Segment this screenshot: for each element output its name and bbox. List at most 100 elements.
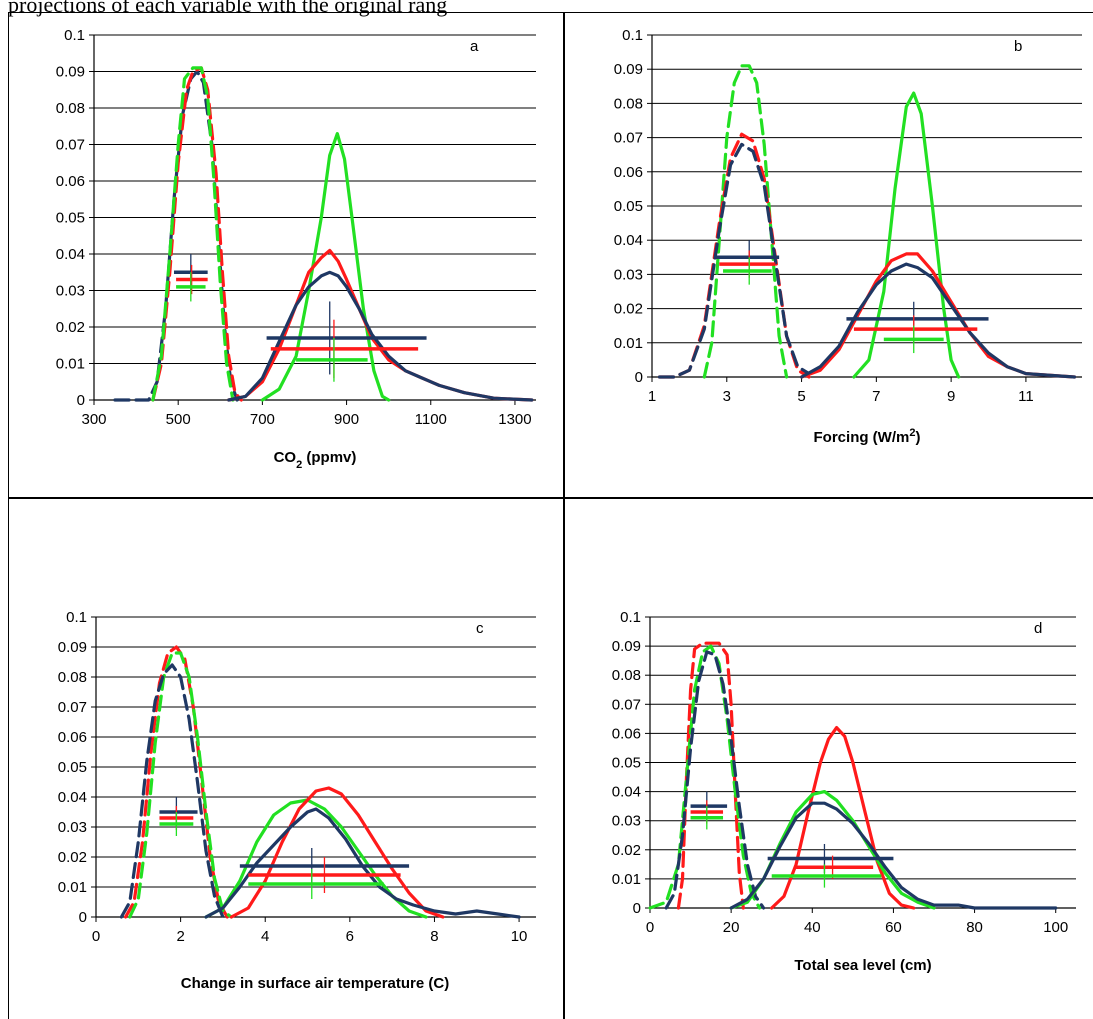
y-tick-label: 0.08 — [56, 100, 85, 117]
x-tick-label: 60 — [885, 919, 902, 936]
series-blue-solid-line — [729, 801, 1058, 910]
x-tick-label: 20 — [723, 919, 740, 936]
y-tick-label: 0.05 — [58, 759, 87, 776]
x-tick-label: 5 — [797, 388, 805, 405]
series-green-solid-line — [852, 91, 961, 379]
vertical-divider — [563, 12, 565, 1019]
horizontal-divider — [8, 497, 1093, 499]
series-blue-dashed-line — [119, 663, 225, 919]
x-tick-label: 1 — [648, 388, 656, 405]
chart-panel-b: 0 0.01 0.02 0.03 0.04 0.05 0.06 0.07 0.08 0.09 0.1… — [614, 27, 1082, 446]
x-tick-label: 900 — [334, 411, 359, 428]
y-tick-label: 0.04 — [612, 784, 641, 801]
series-red-solid-line — [770, 726, 916, 910]
y-tick-label: 0.09 — [612, 638, 641, 655]
y-tick-label: 0.03 — [614, 266, 643, 283]
series-red-solid-line — [229, 786, 445, 919]
y-tick-label: 0.03 — [612, 813, 641, 830]
y-tick-label: 0.1 — [64, 27, 85, 44]
y-tick-label: 0 — [77, 392, 85, 409]
y-tick-label: 0.02 — [58, 849, 87, 866]
chart-panel-a: 0 0.01 0.02 0.03 0.04 0.05 0.06 0.07 0.08 0.09 0.1… — [56, 27, 536, 471]
y-tick-label: 0.03 — [56, 283, 85, 300]
x-tick-label: 300 — [81, 411, 106, 428]
y-tick-label: 0.06 — [612, 725, 641, 742]
panel-label: a — [470, 38, 479, 55]
y-tick-label: 0.04 — [58, 789, 87, 806]
series-blue-dashed-line — [657, 142, 811, 379]
series-blue-solid-line — [800, 262, 1077, 379]
series-green-solid-line — [260, 131, 391, 402]
y-tick-label: 0.01 — [58, 879, 87, 896]
y-tick-label: 0.03 — [58, 819, 87, 836]
y-tick-label: 0.06 — [58, 729, 87, 746]
series-red-solid-line — [227, 248, 534, 402]
y-tick-label: 0.08 — [58, 669, 87, 686]
series-green-solid-line — [204, 798, 428, 919]
chart-panel-c: 0 0.01 0.02 0.03 0.04 0.05 0.06 0.07 0.08 0.09 0.1… — [58, 609, 536, 992]
y-tick-label: 0 — [635, 369, 643, 386]
y-tick-label: 0.06 — [56, 173, 85, 190]
x-tick-label: 1300 — [498, 411, 531, 428]
x-tick-label: 500 — [166, 411, 191, 428]
y-tick-label: 0.02 — [614, 301, 643, 318]
series-blue-solid-line — [204, 807, 521, 919]
x-tick-label: 4 — [261, 928, 269, 945]
y-tick-label: 0.07 — [612, 696, 641, 713]
x-tick-label: 8 — [430, 928, 438, 945]
series-blue-dashed-line — [664, 650, 766, 910]
y-tick-label: 0.05 — [56, 210, 85, 227]
x-tick-label: 10 — [511, 928, 528, 945]
y-tick-label: 0.04 — [56, 246, 85, 263]
x-tick-label: 700 — [250, 411, 275, 428]
y-tick-label: 0.1 — [622, 27, 643, 44]
series-green-dashed-line — [648, 644, 762, 910]
y-tick-label: 0 — [633, 900, 641, 917]
y-tick-label: 0.09 — [56, 64, 85, 81]
y-tick-label: 0.05 — [612, 755, 641, 772]
y-tick-label: 0 — [79, 909, 87, 926]
y-tick-label: 0.02 — [612, 842, 641, 859]
x-tick-label: 0 — [646, 919, 654, 936]
y-tick-label: 0.07 — [56, 137, 85, 154]
y-tick-label: 0.08 — [614, 95, 643, 112]
x-axis-label: Forcing (W/m2) — [814, 427, 921, 446]
y-tick-label: 0.08 — [612, 667, 641, 684]
y-tick-label: 0.01 — [612, 871, 641, 888]
series-green-dashed-line — [151, 66, 235, 402]
series-blue-solid-line — [227, 270, 534, 402]
x-tick-label: 3 — [723, 388, 731, 405]
x-tick-label: 7 — [872, 388, 880, 405]
x-tick-label: 0 — [92, 928, 100, 945]
panel-label: c — [476, 620, 484, 637]
x-tick-label: 6 — [346, 928, 354, 945]
y-tick-label: 0.06 — [614, 164, 643, 181]
y-tick-label: 0.1 — [66, 609, 87, 626]
figure-frame — [8, 12, 1093, 1019]
series-green-dashed-line — [702, 64, 789, 379]
panel-label: b — [1014, 38, 1022, 55]
y-tick-label: 0.07 — [58, 699, 87, 716]
y-tick-label: 0.09 — [58, 639, 87, 656]
y-tick-label: 0.09 — [614, 61, 643, 78]
panel-label: d — [1034, 620, 1042, 637]
x-tick-label: 9 — [947, 388, 955, 405]
chart-panel-d: 0 0.01 0.02 0.03 0.04 0.05 0.06 0.07 0.08 0.09 0.1… — [612, 609, 1076, 974]
y-tick-label: 0.01 — [56, 356, 85, 373]
x-tick-label: 2 — [176, 928, 184, 945]
x-tick-label: 11 — [1018, 388, 1034, 405]
x-tick-label: 1100 — [415, 411, 447, 428]
x-axis-label: Change in surface air temperature (C) — [181, 975, 449, 992]
x-axis-label: CO2 (ppmv) — [274, 449, 357, 471]
y-tick-label: 0.05 — [614, 198, 643, 215]
series-green-dashed-line — [128, 651, 233, 919]
series-red-solid-line — [800, 252, 1077, 379]
y-tick-label: 0.01 — [614, 335, 643, 352]
y-tick-label: 0.02 — [56, 319, 85, 336]
x-tick-label: 40 — [804, 919, 821, 936]
x-tick-label: 80 — [966, 919, 983, 936]
y-tick-label: 0.07 — [614, 130, 643, 147]
x-tick-label: 100 — [1043, 919, 1068, 936]
x-axis-label: Total sea level (cm) — [794, 957, 931, 974]
y-tick-label: 0.1 — [620, 609, 641, 626]
